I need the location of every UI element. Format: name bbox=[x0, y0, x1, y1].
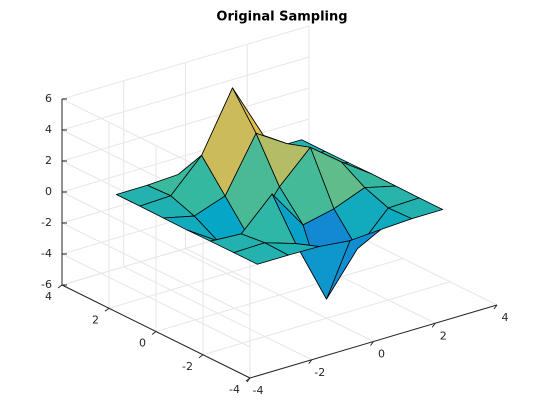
z-tick-label: 6 bbox=[45, 92, 52, 105]
x-tick-label: 4 bbox=[502, 311, 509, 324]
z-tick-label: -6 bbox=[41, 278, 52, 291]
x-tick bbox=[370, 341, 374, 346]
z-tick-label: 0 bbox=[45, 185, 52, 198]
y-tick bbox=[151, 331, 157, 335]
grid-line bbox=[61, 253, 251, 348]
grid-line bbox=[61, 222, 251, 317]
surface-face bbox=[233, 242, 289, 265]
x-tick bbox=[308, 359, 313, 365]
y-tick bbox=[198, 354, 204, 359]
z-tick-label: -4 bbox=[41, 247, 52, 260]
x-tick-label: 0 bbox=[378, 348, 385, 361]
y-tick-label: 2 bbox=[92, 313, 99, 326]
surface-face bbox=[201, 87, 257, 197]
x-tick bbox=[431, 322, 436, 328]
grid-line bbox=[61, 25, 310, 100]
y-tick-label: -2 bbox=[182, 360, 193, 373]
x-tick-label: -2 bbox=[314, 366, 325, 379]
y-tick bbox=[57, 284, 63, 289]
y-tick-label: 4 bbox=[45, 290, 52, 303]
x-tick-label: 2 bbox=[440, 329, 447, 342]
y-tick-label: 0 bbox=[139, 337, 146, 350]
grid-line bbox=[61, 87, 310, 162]
chart-title: Original Sampling bbox=[216, 10, 347, 25]
grid-line bbox=[155, 258, 404, 332]
y-tick-label: -4 bbox=[229, 383, 240, 396]
y-tick bbox=[104, 307, 110, 312]
x-tick-label: -4 bbox=[253, 384, 264, 397]
grid-line bbox=[61, 191, 251, 286]
z-tick-label: 2 bbox=[45, 154, 52, 167]
grid-line bbox=[202, 281, 451, 356]
grid-line bbox=[61, 56, 310, 131]
y-tick bbox=[245, 377, 251, 382]
x-tick bbox=[493, 304, 498, 310]
z-tick-label: 4 bbox=[45, 123, 52, 136]
z-tick-label: -2 bbox=[41, 216, 52, 229]
grid-line bbox=[61, 118, 310, 193]
